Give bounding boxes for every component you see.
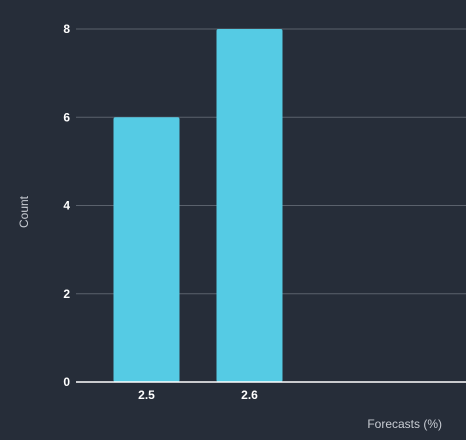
- y-tick-label: 6: [63, 110, 70, 124]
- y-tick-label: 0: [63, 375, 70, 389]
- y-tick-label: 8: [63, 22, 70, 36]
- y-tick-label: 2: [63, 287, 70, 301]
- x-tick-label: 2.6: [241, 388, 258, 402]
- x-axis-title: Forecasts (%): [367, 417, 442, 431]
- y-axis-title: Count: [17, 195, 31, 228]
- bar-2.5[interactable]: [113, 117, 180, 382]
- bars: [113, 29, 283, 382]
- x-tick-labels: 2.5 2.6: [138, 388, 258, 402]
- y-tick-label: 4: [63, 199, 70, 213]
- y-tick-labels: 0 2 4 6 8: [63, 22, 70, 389]
- bar-2.6[interactable]: [216, 29, 283, 382]
- x-tick-label: 2.5: [138, 388, 155, 402]
